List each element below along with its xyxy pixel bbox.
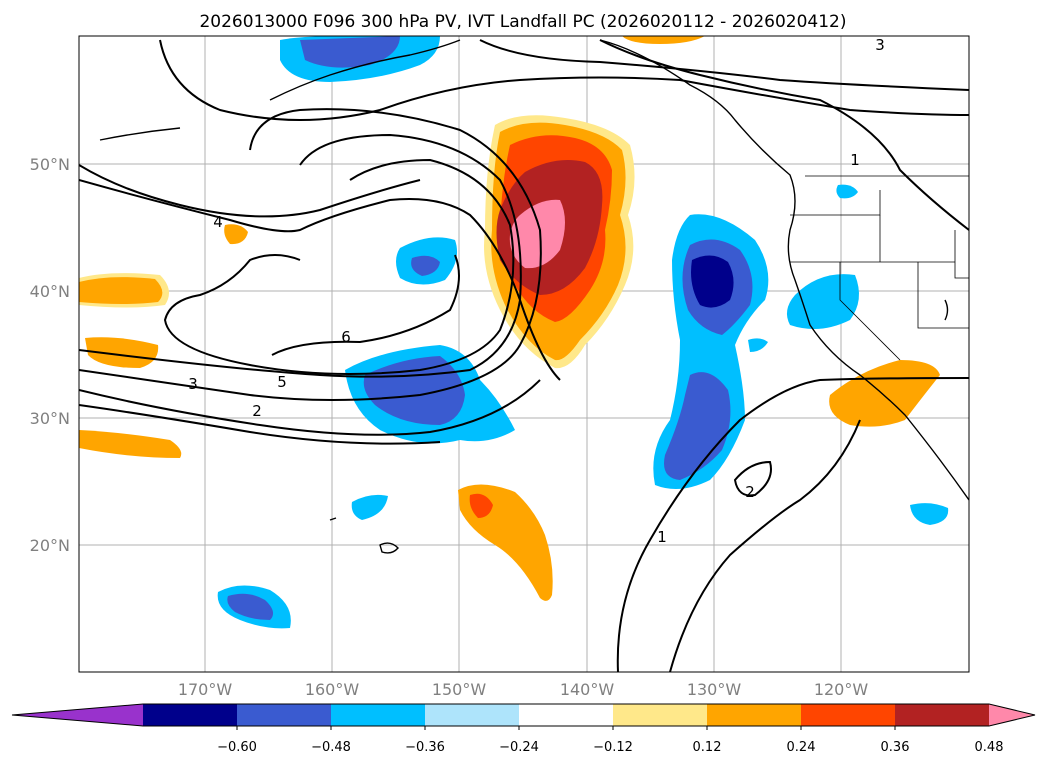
colorbar-tick-label: 0.24 [787,740,816,755]
map-panel: 3 1 4 6 3 5 2 1 2 [78,35,970,673]
colorbar-segment [331,704,426,726]
lat-label: 40°N [30,282,70,301]
lat-label: 30°N [30,409,70,428]
colorbar-segment [801,704,896,726]
pos-anomaly-area [85,337,159,368]
figure-title: 2026013000 F096 300 hPa PV, IVT Landfall… [199,12,846,32]
colorbar-extend-low [12,704,143,726]
contour-label: 1 [657,528,667,546]
colorbar-extend-high [989,704,1035,726]
contour-label: 3 [188,375,198,393]
pos-anomaly-core [469,493,493,518]
colorbar-tick-label: −0.36 [405,740,445,755]
colorbar-tick-label: 0.12 [693,740,722,755]
lon-label: 150°W [432,680,487,699]
pv-contours [79,39,969,672]
pos-anomaly-area [79,430,182,458]
colorbar-segment [895,704,990,726]
neg-anomaly-area [351,494,388,520]
lon-labels: 170°W 160°W 150°W 140°W 130°W 120°W [178,680,869,699]
colorbar-segment [613,704,708,726]
colorbar-segment [707,704,802,726]
neg-anomaly-area [836,184,858,199]
colorbar-segment [519,704,614,726]
colorbar-segment [425,704,520,726]
neg-anomaly-core [300,36,400,68]
colorbar: −0.60 −0.48 −0.36 −0.24 −0.12 0.12 0.24 0.36 0.4… [11,703,1036,755]
neg-anomaly-area [786,274,859,329]
pos-anomaly-core [79,277,163,304]
pos-anomaly-area [622,36,705,44]
lon-label: 140°W [560,680,615,699]
lat-label: 50°N [30,155,70,174]
neg-anomaly-core [411,255,440,276]
colorbar-tick-label: −0.12 [593,740,633,755]
contour-label: 3 [875,36,885,54]
pos-anomaly-peak [509,199,565,269]
contour-label: 2 [745,483,755,501]
contour-labels: 3 1 4 6 3 5 2 1 2 [188,36,885,546]
neg-anomaly-core [664,372,731,480]
colorbar-tick-label: −0.24 [499,740,539,755]
contour-label: 1 [850,151,860,169]
neg-anomaly-peak [691,255,734,308]
colorbar-segment [143,704,238,726]
neg-anomaly-area [748,338,768,352]
contour-label: 2 [252,402,262,420]
colorbar-tick-label: −0.48 [311,740,351,755]
coastlines [99,39,969,554]
colorbar-outline [11,703,1036,727]
colorbar-tick-label: −0.60 [217,740,257,755]
lon-label: 130°W [687,680,742,699]
lon-label: 170°W [178,680,233,699]
lon-label: 120°W [814,680,869,699]
pos-anomaly-area [829,360,940,427]
colorbar-segment [237,704,332,726]
state-borders [790,175,969,361]
lat-label: 20°N [30,536,70,555]
contour-label: 4 [213,213,223,231]
colorbar-tick-label: 0.48 [975,740,1004,755]
map-frame [78,35,970,673]
colorbar-tick-label: 0.36 [881,740,910,755]
neg-anomaly-area [910,503,949,525]
lon-label: 160°W [305,680,360,699]
pos-anomaly-area [224,224,248,245]
contour-label: 6 [341,328,351,346]
neg-anomaly-core [227,593,274,620]
contour-label: 5 [277,373,287,391]
lat-labels: 50°N 40°N 30°N 20°N [30,155,70,555]
